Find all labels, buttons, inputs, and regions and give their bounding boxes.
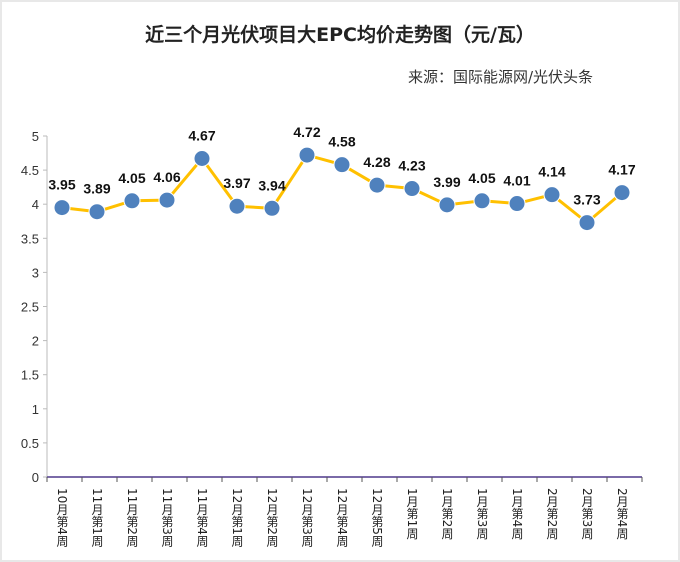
x-tick-label: 10月第4周: [55, 488, 69, 547]
x-tick-label: 1月第3周: [475, 488, 489, 540]
x-tick-label: 11月第1周: [90, 488, 104, 547]
data-point: [263, 199, 281, 217]
x-tick-label: 2月第2周: [545, 488, 559, 540]
x-tick-label: 12月第1周: [230, 488, 244, 547]
data-point: [438, 196, 456, 214]
data-point: [368, 176, 386, 194]
data-point: [193, 150, 211, 168]
chart-title: 近三个月光伏项目大EPC均价走势图（元/瓦）: [145, 24, 535, 46]
data-point: [403, 180, 421, 198]
data-point: [333, 156, 351, 174]
x-tick-label: 11月第3周: [160, 488, 174, 547]
y-tick-label: 4: [32, 197, 39, 212]
data-label: 3.89: [83, 181, 110, 197]
data-label: 4.28: [363, 154, 390, 170]
y-tick-label: 3: [32, 265, 39, 280]
data-point: [228, 197, 246, 215]
x-tick-label: 12月第2周: [265, 488, 279, 547]
data-point: [123, 192, 141, 210]
x-tick-label: 2月第4周: [615, 488, 629, 540]
data-label: 3.94: [258, 177, 285, 193]
data-point: [88, 203, 106, 221]
data-point: [53, 199, 71, 217]
data-label: 4.05: [118, 170, 145, 186]
data-label: 3.97: [223, 175, 250, 191]
y-tick-label: 0.5: [21, 436, 39, 451]
x-tick-label: 1月第1周: [405, 488, 419, 540]
data-label: 4.17: [608, 162, 635, 178]
x-tick-label: 11月第2周: [125, 488, 139, 547]
data-point: [473, 192, 491, 210]
data-label: 4.72: [293, 124, 320, 140]
data-point: [613, 184, 631, 202]
data-point: [543, 186, 561, 204]
data-label: 4.06: [153, 169, 180, 185]
y-tick-label: 4.5: [21, 163, 39, 178]
x-tick-label: 1月第2周: [440, 488, 454, 540]
data-label: 4.58: [328, 134, 355, 150]
y-tick-label: 3.5: [21, 231, 39, 246]
data-label: 4.05: [468, 170, 495, 186]
y-tick-label: 5: [32, 129, 39, 144]
data-label: 4.23: [398, 158, 425, 174]
y-tick-label: 1: [32, 402, 39, 417]
data-point: [508, 195, 526, 213]
y-tick-label: 1.5: [21, 368, 39, 383]
data-point: [298, 146, 316, 164]
data-label: 4.67: [188, 128, 215, 144]
data-point: [578, 214, 596, 232]
data-label: 3.95: [48, 177, 75, 193]
chart-source: 来源：国际能源网/光伏头条: [408, 68, 594, 86]
x-tick-label: 12月第4周: [335, 488, 349, 547]
x-tick-label: 2月第3周: [580, 488, 594, 540]
data-point: [158, 191, 176, 209]
x-tick-label: 11月第4周: [195, 488, 209, 547]
y-tick-label: 2.5: [21, 300, 39, 315]
data-label: 4.01: [503, 173, 530, 189]
data-label: 3.73: [573, 192, 600, 208]
data-label: 3.99: [433, 174, 460, 190]
x-tick-label: 12月第5周: [370, 488, 384, 547]
y-tick-label: 2: [32, 334, 39, 349]
data-label: 4.14: [538, 164, 565, 180]
x-tick-label: 1月第4周: [510, 488, 524, 540]
x-tick-label: 12月第3周: [300, 488, 314, 547]
y-tick-label: 0: [32, 470, 39, 485]
